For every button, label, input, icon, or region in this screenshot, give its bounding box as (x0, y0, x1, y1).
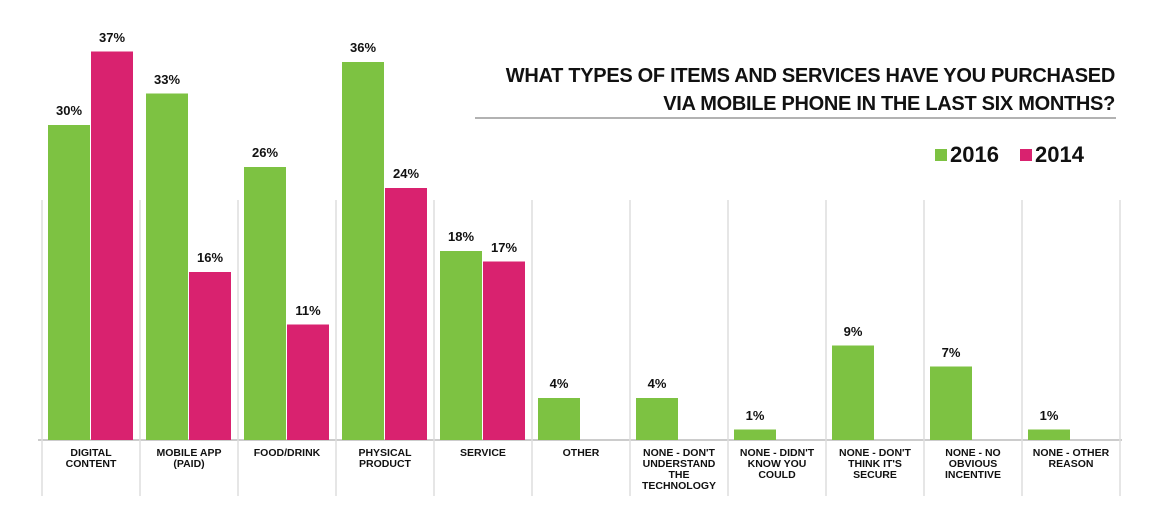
bar (734, 429, 776, 440)
x-tick-label: DIGITAL CONTENT (65, 447, 117, 470)
bar (385, 188, 427, 440)
value-label: 4% (549, 376, 569, 391)
value-label: 37% (98, 29, 126, 45)
bar (48, 125, 90, 440)
chart-title: WHAT TYPES OF ITEMS AND SERVICES HAVE YO… (505, 65, 1116, 115)
x-tick-label: NONE - OTHER REASON (1032, 447, 1110, 470)
legend-item: 2014 (1020, 142, 1084, 168)
bar (189, 272, 231, 440)
value-label: 9% (843, 323, 863, 339)
x-tick-label: NONE - NO OBVIOUS INCENTIVE (944, 447, 1001, 481)
bar (287, 324, 329, 440)
value-label: 18% (447, 229, 475, 244)
x-tick-label: PHYSICAL PRODUCT (358, 447, 412, 470)
value-label: 4% (647, 376, 667, 391)
bar (244, 167, 286, 440)
value-label: 33% (153, 71, 181, 87)
value-label: 11% (295, 302, 321, 318)
legend-swatch (1020, 149, 1032, 161)
bar (1028, 429, 1070, 440)
x-tick-label: OTHER (562, 447, 600, 459)
value-label: 26% (251, 145, 279, 160)
x-tick-label: SERVICE (460, 447, 506, 459)
value-label: 7% (941, 344, 961, 360)
bar (440, 251, 482, 440)
value-label: 16% (196, 250, 224, 265)
bar (91, 51, 133, 440)
bar (146, 93, 188, 440)
legend-label: 2016 (950, 142, 999, 167)
x-tick-label: FOOD/DRINK (253, 447, 321, 459)
value-label: 30% (55, 103, 83, 118)
bar (483, 261, 525, 440)
bar (930, 366, 972, 440)
bar (538, 398, 580, 440)
value-label: 1% (1039, 407, 1059, 423)
value-label: 1% (745, 407, 765, 423)
bar (636, 398, 678, 440)
bar (832, 345, 874, 440)
legend-swatch (935, 149, 947, 161)
legend-item: 2016 (935, 142, 999, 168)
x-tick-label: NONE - DON'T UNDERSTAND THE TECHNOLOGY (641, 447, 717, 492)
bar (342, 62, 384, 440)
x-tick-label: NONE - DON'T THINK IT'S SECURE (839, 447, 911, 481)
value-label: 36% (349, 40, 377, 55)
value-label: 24% (392, 166, 420, 181)
legend-label: 2014 (1035, 142, 1084, 167)
value-label: 17% (490, 239, 518, 255)
x-tick-label: NONE - DIDN'T KNOW YOU COULD (739, 447, 815, 481)
x-tick-label: MOBILE APP (PAID) (156, 447, 222, 470)
